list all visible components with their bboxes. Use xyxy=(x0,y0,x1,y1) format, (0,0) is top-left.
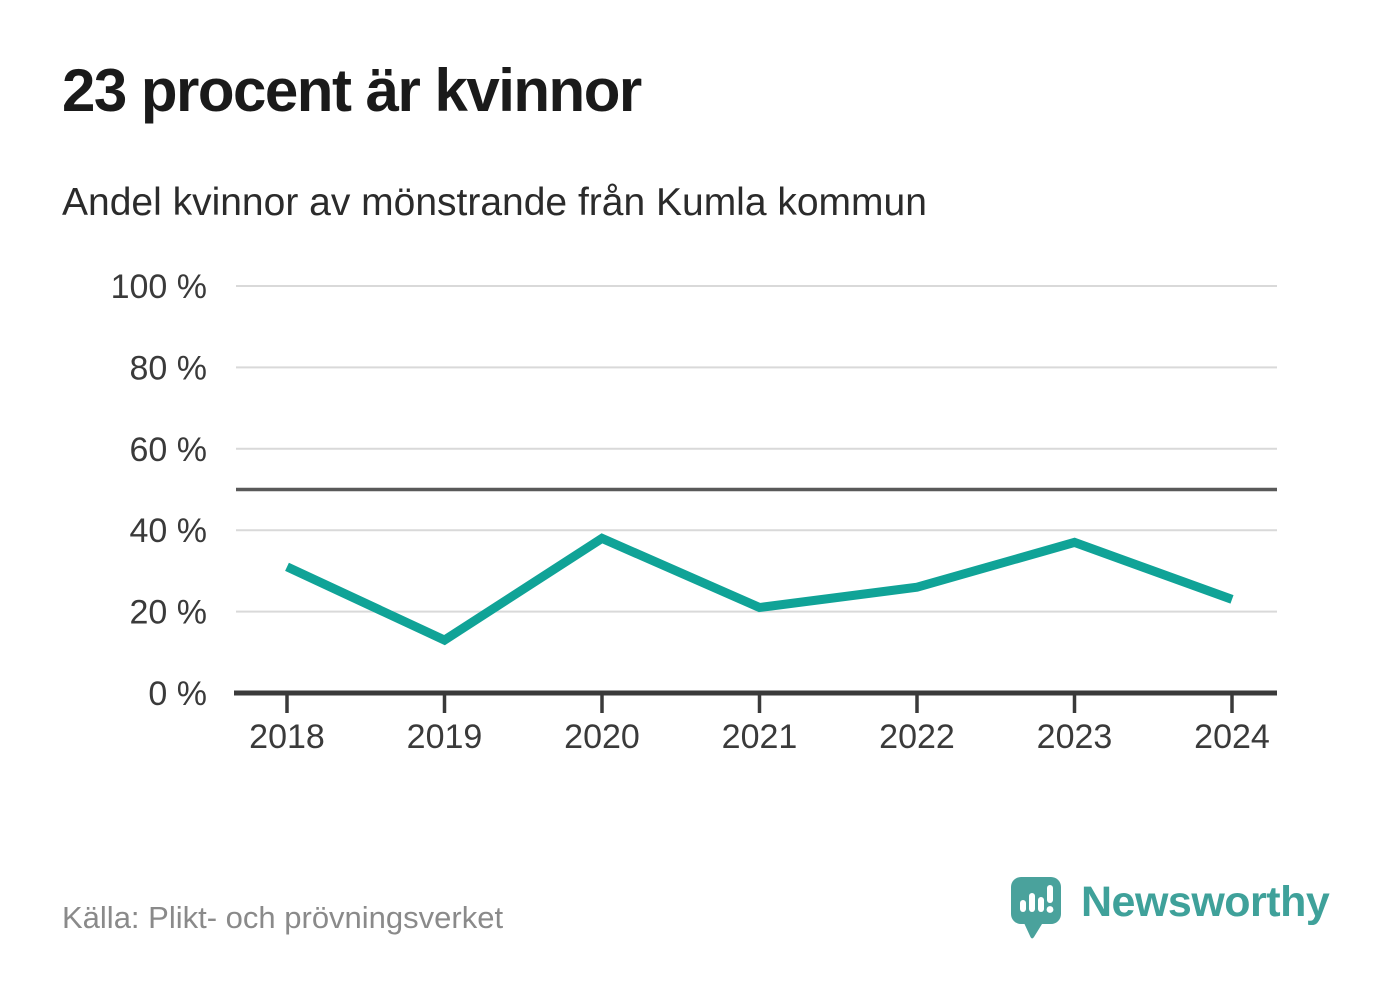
x-axis-tick-label: 2019 xyxy=(407,718,483,756)
newsworthy-badge-icon xyxy=(1011,877,1061,939)
x-axis-tick-label: 2021 xyxy=(722,718,798,756)
x-axis-tick-label: 2018 xyxy=(249,718,325,756)
chart-title: 23 procent är kvinnor xyxy=(62,57,642,124)
x-axis-tick-label: 2022 xyxy=(879,718,955,756)
chart-subtitle: Andel kvinnor av mönstrande från Kumla k… xyxy=(62,181,927,224)
y-axis-tick-label: 60 % xyxy=(130,431,208,469)
y-axis-tick-label: 80 % xyxy=(130,349,208,387)
newsworthy-wordmark: Newsworthy xyxy=(1081,878,1330,926)
y-axis-tick-label: 0 % xyxy=(148,675,207,713)
x-axis-tick-label: 2020 xyxy=(564,718,640,756)
y-axis-tick-label: 20 % xyxy=(130,594,208,632)
x-axis-tick-label: 2024 xyxy=(1194,718,1270,756)
data-line xyxy=(285,533,1234,646)
source-note: Källa: Plikt- och prövningsverket xyxy=(62,900,504,935)
y-axis-tick-label: 100 % xyxy=(111,268,207,306)
y-axis-tick-label: 40 % xyxy=(130,512,208,550)
newsworthy-logo: Newsworthy xyxy=(1011,877,1330,939)
x-axis-tick-label: 2023 xyxy=(1037,718,1113,756)
